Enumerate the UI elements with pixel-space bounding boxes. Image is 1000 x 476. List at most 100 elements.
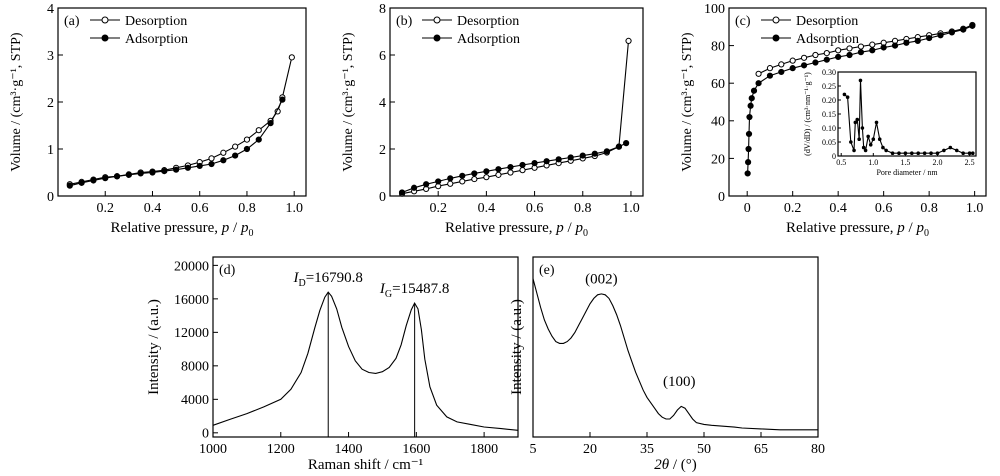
y-axis-label: Volume / (cm³·g⁻¹, STP) — [341, 32, 356, 172]
inset-series-point — [845, 95, 850, 99]
x-axis-label-text: Relative pressure, — [111, 220, 222, 236]
x-tick-label: 1800 — [470, 442, 498, 457]
y-tick-label: 100 — [704, 2, 725, 17]
inset-y-tick-label: 0.20 — [822, 96, 836, 105]
x-tick-label: 0.4 — [478, 201, 496, 216]
y-tick-label: 12000 — [174, 326, 209, 341]
x-axis-label-var: p — [574, 220, 583, 236]
series-1-point — [531, 160, 538, 167]
y-tick-label: 2 — [379, 143, 386, 158]
series-0-point — [823, 50, 830, 57]
x-tick-label: 0.6 — [875, 201, 893, 216]
series-1-point — [745, 130, 753, 138]
series-1-point — [823, 56, 830, 63]
x-axis-label-var: p — [240, 220, 249, 236]
x-tick-label: 0.6 — [191, 201, 209, 216]
x-axis-label-var: p — [896, 220, 905, 236]
x-tick-label: 0 — [744, 201, 751, 216]
peak-annotation: IG=15487.8 — [379, 281, 449, 300]
inset-series-point — [849, 140, 853, 144]
y-tick-label: 1 — [47, 143, 54, 158]
series-0-point — [846, 45, 853, 52]
series-0-point — [208, 155, 215, 162]
series-0-point — [869, 41, 876, 48]
y-axis-label: Volume / (cm³·g⁻¹, STP) — [9, 32, 24, 172]
series-1-point — [543, 158, 550, 165]
inset-series-point — [874, 120, 879, 125]
x-tick-label: 1200 — [267, 442, 295, 457]
series-0-point — [243, 136, 251, 143]
panel-e: (e) 5 20 35 50 65 80 (002) (100) 2θ / (°) Intensit… — [509, 256, 825, 473]
series-1-point — [903, 39, 910, 46]
series-1-point — [423, 181, 430, 188]
legend-label: Adsorption — [796, 32, 859, 47]
series-1-point — [623, 140, 630, 147]
x-tick-label: 1.0 — [622, 201, 640, 216]
x-tick-label: 1000 — [199, 442, 227, 457]
inset-series-point — [852, 148, 856, 153]
inset-series-point — [857, 137, 861, 141]
series-0-point — [812, 51, 819, 59]
series-1-point — [483, 168, 490, 175]
series-1-point — [615, 143, 623, 150]
inset-series-point — [871, 137, 876, 141]
raman-spectrum-line — [212, 291, 519, 431]
inset-frame — [837, 71, 977, 157]
series-1-point — [880, 44, 887, 51]
inset-series-point — [877, 137, 882, 141]
series-1-point — [149, 169, 156, 176]
panel-b: (b) 0.2 0.4 0.6 0.8 1.0 0 2 4 6 8 Desorption Adsorpt… — [341, 2, 644, 239]
inset-series-point — [954, 148, 959, 153]
series-1-point — [960, 26, 967, 33]
series-1-point — [812, 59, 819, 66]
inset-series-point — [948, 145, 953, 150]
inset-y-tick-label: 0.05 — [822, 138, 836, 147]
series-1-point — [66, 182, 73, 189]
series-1-point — [495, 166, 502, 173]
series-0-point — [625, 37, 632, 45]
x-tick-label: 0.8 — [574, 201, 592, 216]
series-0-point — [519, 167, 526, 174]
legend-marker — [101, 34, 109, 42]
y-axis-label: Volume / (cm³·g⁻¹, STP) — [680, 32, 695, 172]
x-tick-label: 1.0 — [966, 201, 984, 216]
x-tick-label: 0.4 — [829, 201, 847, 216]
series-1-point — [744, 170, 751, 177]
y-tick-label: 16000 — [174, 293, 209, 308]
series-0-point — [800, 54, 808, 61]
legend-label: Desorption — [796, 14, 858, 29]
inset-series-point — [942, 148, 946, 153]
series-1-point — [279, 96, 286, 103]
series-1-point — [78, 179, 85, 186]
series-1-point — [750, 87, 758, 94]
plot-frame — [212, 256, 519, 438]
legend-label: Desorption — [457, 14, 519, 29]
series-0-point — [778, 61, 785, 68]
inset-x-tick-label: 1.0 — [868, 158, 878, 167]
series-1-point — [471, 170, 478, 177]
series-1-point — [579, 152, 586, 159]
inset-x-tick-label: 1.5 — [900, 158, 910, 167]
series-1-point — [137, 170, 144, 177]
series-0-point — [471, 175, 478, 183]
xrd-pattern-line — [532, 278, 818, 431]
series-0-point — [507, 169, 514, 176]
panel-label: (c) — [735, 14, 751, 29]
legend-marker — [101, 16, 109, 24]
series-1-point — [220, 157, 227, 164]
series-1-line — [747, 25, 973, 174]
series-1-point — [459, 172, 466, 179]
series-1-point — [778, 68, 785, 76]
panel-d: (d) 1000 1200 1400 1600 1800 0 4000 8000 12000 160… — [146, 256, 519, 473]
legend-marker — [772, 34, 780, 42]
panel-c: (c) 0 0.2 0.4 0.6 0.8 1.0 0 20 40 60 80 100 Desorptio… — [680, 2, 987, 239]
series-0-line — [401, 40, 630, 195]
inset-series-point — [916, 151, 921, 155]
inset-series-point — [881, 145, 885, 150]
series-1-point — [948, 29, 955, 36]
peak-annotation-sub: G — [385, 289, 392, 300]
x-tick-label: 0.2 — [429, 201, 447, 216]
inset: 0.5 1.0 1.5 2.0 2.5 0 0.05 0.10 0.15 0.20 0.25 0.30… — [803, 68, 977, 177]
series-0-point — [483, 174, 490, 181]
y-tick-label: 4 — [47, 2, 54, 17]
